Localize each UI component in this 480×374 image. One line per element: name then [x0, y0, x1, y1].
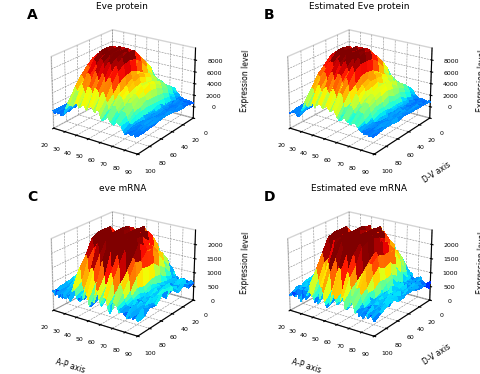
Text: A: A: [27, 8, 38, 22]
X-axis label: A-P axis: A-P axis: [54, 357, 85, 374]
Title: eve mRNA: eve mRNA: [98, 184, 145, 193]
Y-axis label: D-V axis: D-V axis: [420, 160, 452, 185]
Text: D: D: [263, 190, 275, 204]
Title: Eve protein: Eve protein: [96, 2, 148, 11]
Title: Estimated eve mRNA: Estimated eve mRNA: [310, 184, 406, 193]
Text: C: C: [27, 190, 37, 204]
X-axis label: A-P axis: A-P axis: [290, 357, 322, 374]
Title: Estimated Eve protein: Estimated Eve protein: [308, 2, 408, 11]
Text: B: B: [263, 8, 274, 22]
Y-axis label: D-V axis: D-V axis: [420, 343, 452, 367]
